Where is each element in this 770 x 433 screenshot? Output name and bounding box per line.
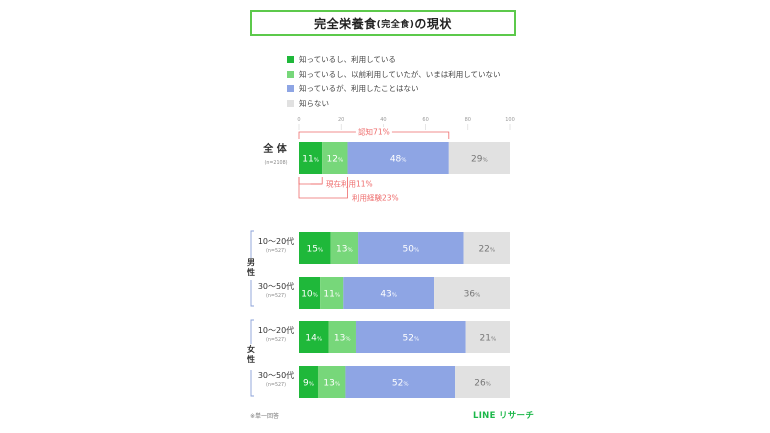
legend-item: 知っているが、利用したことはない — [287, 81, 501, 96]
data-label: 11% — [302, 155, 319, 165]
brand-logo: LINE リサーチ — [473, 411, 535, 421]
bar-segment — [320, 277, 344, 309]
title-suffix: の現状 — [414, 16, 452, 31]
data-label: 36% — [464, 290, 481, 300]
data-label: 14% — [305, 334, 322, 344]
legend-swatch — [287, 70, 294, 78]
bar-segment — [299, 232, 331, 264]
legend-swatch — [287, 55, 294, 63]
legend-swatch — [287, 99, 294, 107]
row-label: 30～50代 — [258, 281, 294, 291]
bar-segment — [299, 321, 329, 353]
legend-item: 知っているし、利用している — [287, 52, 501, 67]
bar-segment — [463, 232, 510, 264]
experience-bracket — [298, 177, 348, 199]
bar-segment — [299, 142, 323, 174]
data-label: 50% — [402, 245, 419, 255]
row-labels: 全 体 (n=2108) 10～20代 (n=527) 30～50代 (n=527) 10～… — [247, 142, 294, 397]
group-bracket — [250, 280, 254, 307]
x-tick-label: 40 — [380, 117, 386, 123]
bars: 11% 12% 48% 29% 15% 13% 50% 22% 10% 11% 43% 36% 14% 1… — [299, 142, 510, 398]
x-tick-label: 100 — [505, 117, 515, 123]
data-label: 13% — [336, 245, 353, 255]
bar-segment — [299, 277, 321, 309]
bar-segment — [358, 232, 464, 264]
group-bracket — [250, 370, 254, 397]
annotations: 認知71% 現在利用11% 利用経験23% — [298, 127, 450, 203]
legend-label: 知らない — [299, 98, 329, 108]
data-label: 13% — [323, 379, 340, 389]
legend-swatch — [287, 85, 294, 93]
data-label: 10% — [301, 290, 318, 300]
current-label: 現在利用11% — [326, 179, 373, 189]
awareness-label-bg — [355, 127, 392, 136]
legend-label: 知っているが、利用したことはない — [299, 84, 419, 94]
data-label: 52% — [392, 379, 409, 389]
legend: 知っているし、利用している 知っているし、以前利用していたが、いまは利用していな… — [287, 52, 501, 111]
legend-label: 知っているし、以前利用していたが、いまは利用していない — [299, 69, 501, 79]
data-label: 21% — [480, 334, 497, 344]
bar-segment — [355, 321, 466, 353]
row-label: 全 体 — [262, 142, 287, 155]
row-label: 10～20代 — [258, 325, 294, 335]
row-sample-size: (n=527) — [266, 293, 286, 299]
bar-segment — [347, 142, 449, 174]
row-label: 10～20代 — [258, 236, 294, 246]
data-label: 43% — [380, 290, 397, 300]
title-paren: (完全食) — [376, 19, 415, 30]
chart-title: 完全栄養食 (完全食) の現状 — [250, 10, 516, 36]
row-sample-size: (n=527) — [266, 382, 286, 388]
data-label: 13% — [334, 334, 351, 344]
data-label: 48% — [390, 155, 407, 165]
data-label: 52% — [402, 334, 419, 344]
row-sample-size: (n=527) — [266, 337, 286, 343]
data-label: 22% — [478, 245, 495, 255]
data-label: 12% — [327, 155, 344, 165]
experience-label: 利用経験23% — [352, 193, 399, 203]
group-label-male: 性 — [247, 267, 255, 277]
bar-segment — [322, 142, 348, 174]
bar-segment — [328, 321, 356, 353]
row-sample-size: (n=527) — [266, 248, 286, 254]
bar-segment — [343, 277, 435, 309]
x-axis: 0 20 40 60 80 100 — [297, 117, 515, 130]
current-bracket — [298, 177, 323, 185]
row-label: 30～50代 — [258, 370, 294, 380]
data-label: 15% — [306, 245, 323, 255]
data-label: 9% — [303, 379, 314, 389]
group-label-female: 性 — [247, 354, 255, 364]
x-tick-label: 60 — [422, 117, 428, 123]
bar-segment — [434, 277, 510, 309]
legend-item: 知らない — [287, 96, 501, 111]
legend-item: 知っているし、以前利用していたが、いまは利用していない — [287, 67, 501, 82]
bar-segment — [330, 232, 359, 264]
bar-segment — [345, 366, 456, 398]
title-main: 完全栄養食 — [314, 16, 377, 31]
group-bracket — [250, 319, 254, 344]
bar-segment — [465, 321, 510, 353]
bar-segment — [455, 366, 510, 398]
legend-label: 知っているし、利用している — [299, 54, 396, 64]
data-label: 26% — [474, 379, 491, 389]
data-label: 11% — [323, 290, 340, 300]
bar-segment — [448, 142, 510, 174]
x-tick-label: 0 — [297, 117, 300, 123]
group-bracket — [250, 230, 254, 258]
x-tick-label: 20 — [338, 117, 344, 123]
awareness-label: 認知71% — [358, 127, 390, 137]
bar-segment — [299, 366, 318, 398]
group-label-female: 女 — [247, 344, 255, 354]
row-sample-size: (n=2108) — [264, 160, 287, 166]
data-label: 29% — [471, 155, 488, 165]
footnote: ※単一回答 — [250, 413, 280, 420]
group-label-male: 男 — [247, 258, 255, 267]
bar-segment — [317, 366, 346, 398]
x-tick-label: 80 — [465, 117, 471, 123]
